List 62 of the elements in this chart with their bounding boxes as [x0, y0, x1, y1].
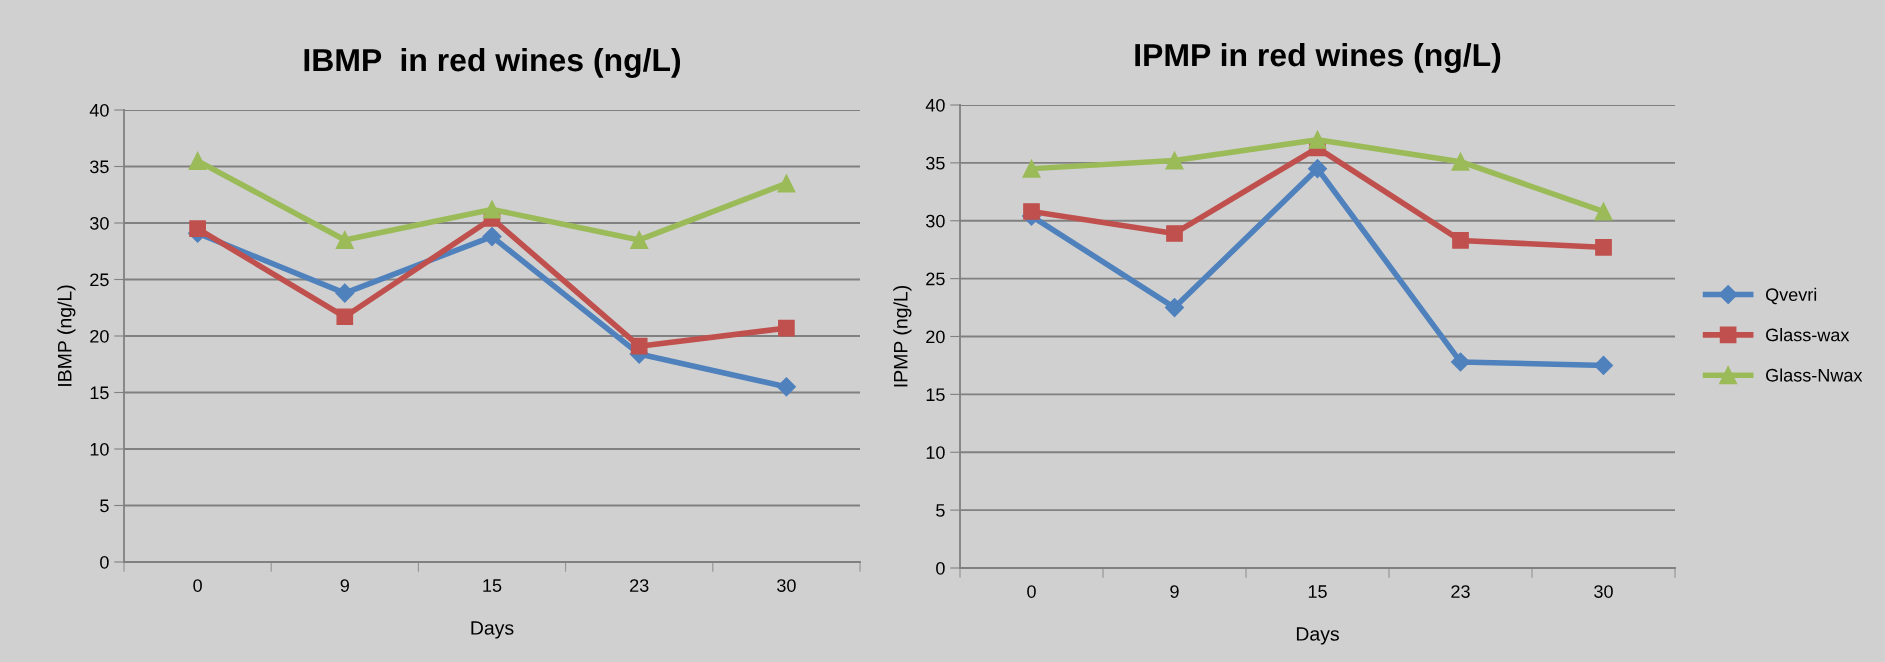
- legend-label: Glass-wax: [1766, 328, 1850, 342]
- y-tick-label: 5: [100, 499, 109, 513]
- point: [1165, 151, 1184, 170]
- point: [1022, 159, 1041, 178]
- x-tick-label: 30: [1594, 585, 1613, 598]
- y-tick-label: 20: [90, 329, 109, 343]
- y-tick-label: 5: [936, 504, 945, 517]
- point: [1594, 202, 1613, 221]
- point: [1023, 203, 1040, 220]
- point: [1308, 130, 1327, 149]
- y-tick-label: 15: [926, 388, 945, 402]
- x-tick-label: 0: [1027, 585, 1036, 598]
- point: [630, 230, 649, 249]
- point: [335, 230, 354, 249]
- y-tick-label: 25: [90, 273, 109, 287]
- point: [1166, 225, 1183, 242]
- x-axis-title: Days: [471, 621, 514, 639]
- chart-title: IPMP in red wines (ng/L): [1135, 42, 1501, 73]
- y-tick-label: 0: [100, 555, 109, 569]
- y-tick-label: 40: [89, 103, 109, 117]
- point: [778, 319, 795, 337]
- y-tick-label: 0: [936, 561, 945, 575]
- x-tick-label: 30: [777, 579, 796, 592]
- y-tick-label: 35: [90, 160, 109, 174]
- point: [1593, 355, 1614, 375]
- y-tick-label: 30: [90, 216, 109, 230]
- y-tick-label: 15: [90, 386, 109, 400]
- point: [189, 220, 206, 237]
- legend-label: Qvevri: [1765, 287, 1817, 305]
- y-tick-label: 30: [926, 214, 945, 228]
- point: [482, 200, 502, 219]
- y-tick-label: 20: [926, 330, 945, 344]
- point: [1452, 232, 1469, 249]
- legend-label: Glass-Nwax: [1766, 368, 1863, 382]
- point: [1307, 159, 1328, 179]
- point: [482, 227, 502, 247]
- point: [335, 283, 355, 303]
- x-tick-label: 9: [340, 579, 349, 592]
- y-tick-label: 10: [90, 442, 109, 456]
- point: [1595, 239, 1612, 256]
- point: [776, 377, 796, 397]
- x-tick-label: 23: [630, 579, 649, 592]
- point: [777, 174, 796, 193]
- y-tick-label: 25: [926, 272, 945, 286]
- point: [630, 337, 648, 355]
- y-axis-title: IBMP (ng/L): [57, 285, 76, 386]
- point: [188, 151, 207, 170]
- x-axis-title: Days: [1296, 627, 1339, 645]
- point: [1450, 352, 1471, 372]
- y-tick-label: 35: [926, 156, 945, 170]
- x-tick-label: 15: [1308, 585, 1327, 598]
- point: [1451, 152, 1470, 171]
- point: [1164, 298, 1185, 318]
- x-tick-label: 15: [483, 579, 502, 592]
- chart-title: IBMP in red wines (ng/L): [304, 47, 681, 78]
- x-tick-label: 23: [1451, 585, 1470, 598]
- y-tick-label: 10: [926, 446, 945, 459]
- y-tick-label: 40: [925, 98, 945, 112]
- x-tick-label: 9: [1170, 585, 1179, 598]
- x-tick-label: 0: [193, 579, 202, 592]
- point: [336, 308, 354, 326]
- y-axis-title: IPMP (ng/L): [893, 286, 912, 387]
